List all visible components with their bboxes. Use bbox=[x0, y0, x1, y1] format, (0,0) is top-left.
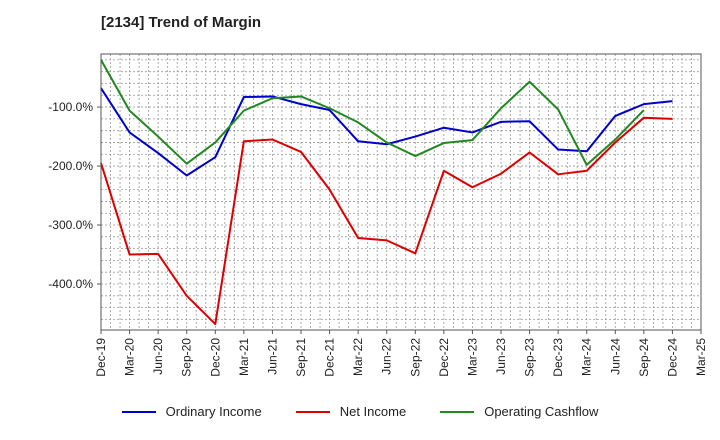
x-tick-label: Jun-20 bbox=[151, 338, 165, 375]
y-tick-label: -400.0% bbox=[48, 277, 93, 291]
x-tick-label: Dec-23 bbox=[551, 338, 565, 377]
x-tick-label: Dec-24 bbox=[665, 338, 679, 377]
plot-frame bbox=[100, 53, 702, 331]
y-axis-ticks: -100.0% -200.0% -300.0% -400.0% bbox=[48, 100, 101, 291]
y-tick-label: -200.0% bbox=[48, 159, 93, 173]
x-tick-label: Sep-21 bbox=[294, 338, 308, 377]
x-tick-label: Dec-22 bbox=[437, 338, 451, 377]
legend-label-ordinary-income: Ordinary Income bbox=[165, 404, 262, 419]
x-tick-label: Jun-23 bbox=[494, 338, 508, 375]
x-tick-label: Dec-19 bbox=[94, 338, 108, 377]
chart-title: [2134] Trend of Margin bbox=[101, 14, 262, 31]
legend-swatch-ordinary-income bbox=[121, 410, 156, 413]
x-axis-ticks: Dec-19 Mar-20 Jun-20 Sep-20 Dec-20 Mar-21 Jun-… bbox=[94, 330, 708, 377]
x-tick-label: Sep-20 bbox=[180, 338, 194, 377]
x-tick-label: Sep-23 bbox=[523, 338, 537, 377]
legend: Ordinary Income Net Income Operating Cas… bbox=[0, 404, 720, 419]
legend-item-ordinary-income: Ordinary Income bbox=[121, 404, 262, 419]
legend-swatch-net-income bbox=[295, 410, 330, 413]
x-tick-label: Dec-21 bbox=[323, 338, 337, 377]
x-tick-label: Mar-23 bbox=[465, 338, 479, 376]
legend-label-operating-cashflow: Operating Cashflow bbox=[484, 404, 599, 419]
series-lines bbox=[100, 59, 673, 326]
y-tick-label: -100.0% bbox=[48, 100, 93, 114]
x-tick-label: Mar-24 bbox=[580, 338, 594, 376]
legend-item-operating-cashflow: Operating Cashflow bbox=[440, 404, 598, 419]
x-tick-label: Mar-21 bbox=[237, 338, 251, 376]
x-tick-label: Mar-25 bbox=[694, 338, 708, 376]
legend-swatch-operating-cashflow bbox=[440, 410, 475, 413]
legend-item-net-income: Net Income bbox=[295, 404, 407, 419]
x-tick-label: Dec-20 bbox=[208, 338, 222, 377]
x-tick-label: Mar-22 bbox=[351, 338, 365, 376]
series-line-ordinary-income bbox=[100, 87, 673, 177]
legend-label-net-income: Net Income bbox=[339, 404, 407, 419]
x-tick-label: Mar-20 bbox=[123, 338, 137, 376]
x-tick-label: Jun-21 bbox=[265, 338, 279, 375]
y-tick-label: -300.0% bbox=[48, 218, 93, 232]
series-line-operating-cashflow bbox=[100, 59, 645, 166]
x-tick-label: Sep-22 bbox=[408, 338, 422, 377]
x-tick-label: Jun-24 bbox=[608, 338, 622, 375]
x-tick-label: Jun-22 bbox=[380, 338, 394, 375]
x-tick-label: Sep-24 bbox=[637, 338, 651, 377]
series-line-net-income bbox=[100, 116, 673, 326]
